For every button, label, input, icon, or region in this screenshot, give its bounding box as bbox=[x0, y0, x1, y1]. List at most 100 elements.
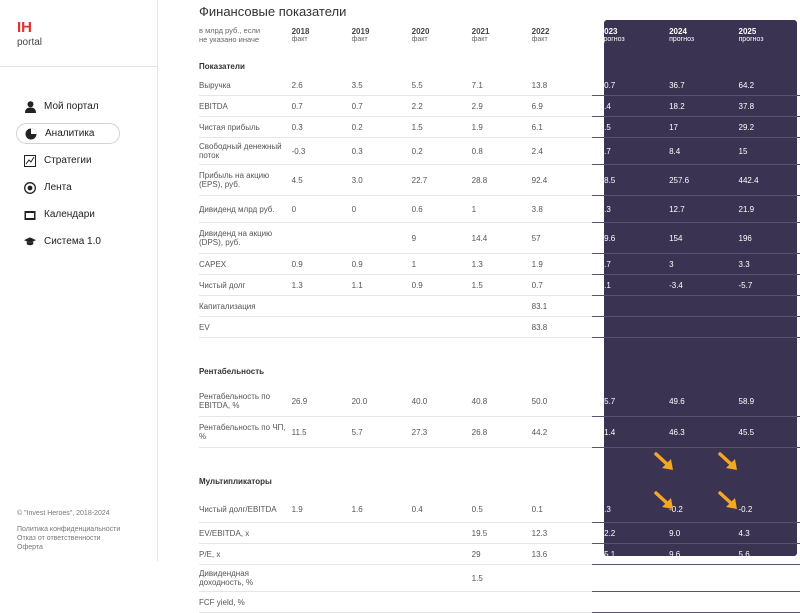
value-cell: 9.0 bbox=[661, 522, 731, 544]
empty-cell bbox=[592, 48, 661, 75]
row-label: EBITDA bbox=[199, 95, 292, 117]
value-cell: 9 bbox=[411, 222, 472, 254]
section-title: Мультипликаторы bbox=[199, 476, 272, 486]
value-cell: 29 bbox=[471, 543, 532, 565]
value-cell: 9.2 bbox=[730, 591, 800, 613]
value-cell: 50.0 bbox=[531, 386, 592, 417]
year-header: 2021 факт bbox=[472, 22, 532, 48]
value-cell: 5.5 bbox=[411, 75, 472, 96]
table-row: Чистый долг 1.3 1.1 0.9 1.5 0.7 2.1 -3.4 -5.7 bbox=[199, 274, 800, 296]
year-header: 2023 прогноз bbox=[592, 22, 661, 48]
value-cell: 37.8 bbox=[730, 95, 800, 117]
sidebar-item-system[interactable]: Система 1.0 bbox=[16, 231, 120, 252]
value-cell: 18.2 bbox=[661, 95, 731, 117]
value-cell: 49.6 bbox=[661, 386, 731, 417]
value-cell bbox=[591, 295, 662, 317]
value-cell: 0.4 bbox=[411, 496, 472, 523]
year-type-label: факт bbox=[351, 36, 368, 43]
row-label: Чистый долг/EBITDA bbox=[199, 496, 292, 523]
value-cell: 2.6 bbox=[291, 75, 352, 96]
value-cell: 17 bbox=[661, 116, 731, 138]
value-cell: 20.7 bbox=[591, 75, 662, 96]
value-cell: 4.3 bbox=[730, 522, 800, 544]
value-cell bbox=[471, 316, 532, 338]
sidebar-item-feed[interactable]: Лента bbox=[16, 177, 120, 198]
row-label: Чистый долг bbox=[199, 274, 292, 296]
value-cell: 46.3 bbox=[661, 416, 731, 448]
empty-cell bbox=[731, 48, 800, 75]
year-header: 2025 прогноз bbox=[731, 22, 800, 48]
value-cell: 1.6 bbox=[351, 496, 412, 523]
feed-icon bbox=[24, 181, 36, 194]
year-label: 2020 bbox=[411, 27, 430, 36]
value-cell: 7.1 bbox=[471, 75, 532, 96]
sidebar-item-strategies[interactable]: Стратегии bbox=[16, 150, 120, 171]
brand-logo[interactable]: IH bbox=[17, 19, 32, 36]
value-cell bbox=[351, 222, 412, 254]
value-cell bbox=[411, 295, 472, 317]
privacy-link[interactable]: Политика конфиденциальности bbox=[17, 526, 121, 533]
value-cell: 0.8 bbox=[471, 137, 532, 165]
value-cell: 26.8 bbox=[471, 416, 532, 448]
value-cell bbox=[291, 543, 352, 565]
value-cell: 0 bbox=[291, 195, 352, 223]
empty-cell bbox=[412, 338, 472, 387]
empty-cell bbox=[292, 338, 352, 387]
year-type-label: прогноз bbox=[669, 36, 695, 43]
sidebar: IH portal Мой портал Аналитика Стратегии bbox=[0, 0, 158, 561]
value-cell: 1.3 bbox=[291, 274, 352, 296]
value-cell: 0.3 bbox=[351, 137, 412, 165]
value-cell bbox=[471, 295, 532, 317]
value-cell: 0.9 bbox=[351, 253, 412, 275]
units-note-line: не указано иначе bbox=[199, 35, 260, 44]
value-cell: -0.3 bbox=[291, 137, 352, 165]
table-header-row: в млрд руб., если не указано иначе 2018 фак… bbox=[199, 22, 800, 48]
value-cell: 2.1 bbox=[591, 274, 662, 296]
value-cell: 31.4 bbox=[591, 416, 662, 448]
sidebar-item-label: Аналитика bbox=[45, 128, 95, 139]
table-row: Рентабельность по ЧП, % 11.5 5.7 27.3 26.8 44… bbox=[199, 416, 800, 448]
table-row: CAPEX 0.9 0.9 1 1.3 1.9 2.7 3 3.3 bbox=[199, 253, 800, 275]
pie-chart-icon bbox=[25, 128, 37, 140]
offer-link[interactable]: Оферта bbox=[17, 544, 43, 551]
row-label: FCF yield, % bbox=[199, 591, 292, 613]
value-cell: 58.9 bbox=[730, 386, 800, 417]
value-cell: 257.6 bbox=[661, 164, 731, 196]
value-cell: 25.1 bbox=[591, 543, 662, 565]
value-cell: 0.7 bbox=[531, 274, 592, 296]
value-cell: 8.4 bbox=[661, 137, 731, 165]
value-cell bbox=[291, 222, 352, 254]
value-cell: 13.6 bbox=[531, 543, 592, 565]
value-cell: 6.1 bbox=[531, 116, 592, 138]
value-cell: 28.8 bbox=[471, 164, 532, 196]
sidebar-item-analytics[interactable]: Аналитика bbox=[16, 123, 120, 144]
value-cell: 3.0 bbox=[351, 164, 412, 196]
value-cell: 196 bbox=[730, 222, 800, 254]
year-header: 2024 прогноз bbox=[661, 22, 730, 48]
value-cell: 49.6 bbox=[591, 222, 662, 254]
value-cell: 5.1 bbox=[661, 591, 731, 613]
table-row: Рентабельность по EBITDA, % 26.9 20.0 40.0 4… bbox=[199, 386, 800, 417]
value-cell: 1 bbox=[411, 253, 472, 275]
year-header: 2018 факт bbox=[292, 22, 352, 48]
sidebar-item-calendars[interactable]: Календари bbox=[16, 204, 120, 225]
sidebar-item-label: Календари bbox=[44, 209, 95, 220]
value-cell: 5.7 bbox=[351, 416, 412, 448]
table-row: Свободный денежный поток -0.3 0.3 0.2 0.8 2.4… bbox=[199, 137, 800, 165]
value-cell: 1.9 bbox=[291, 496, 352, 523]
row-label: Рентабельность по ЧП, % bbox=[199, 416, 292, 448]
graduation-cap-icon bbox=[24, 236, 36, 248]
value-cell: 0.9 bbox=[291, 253, 352, 275]
value-cell: 11.5 bbox=[291, 416, 352, 448]
value-cell: 0.9 bbox=[411, 274, 472, 296]
disclaimer-link[interactable]: Отказ от ответственности bbox=[17, 535, 101, 542]
value-cell: 20.0 bbox=[351, 386, 412, 417]
sidebar-item-my-portal[interactable]: Мой портал bbox=[16, 96, 120, 117]
year-type-label: факт bbox=[411, 36, 428, 43]
financials-table: в млрд руб., если не указано иначе 2018 фак… bbox=[199, 22, 800, 613]
value-cell bbox=[291, 591, 352, 613]
value-cell: 0.6 bbox=[411, 195, 472, 223]
value-cell: -0.2 bbox=[661, 496, 731, 523]
table-row: Прибыль на акцию (EPS), руб. 4.5 3.0 22.7 28… bbox=[199, 164, 800, 196]
year-header: 2019 факт bbox=[352, 22, 412, 48]
